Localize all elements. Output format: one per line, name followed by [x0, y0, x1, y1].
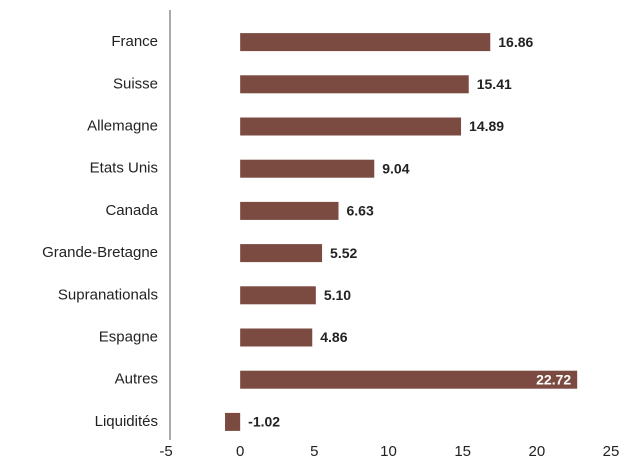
bar	[240, 117, 462, 136]
x-tick-label: 0	[236, 443, 244, 460]
y-tick-label: Etats Unis	[90, 160, 158, 177]
y-tick-label: Grande-Bretagne	[42, 244, 158, 261]
y-tick-label: Suisse	[113, 75, 158, 92]
bar	[240, 370, 578, 389]
y-tick-label: Allemagne	[87, 117, 158, 134]
x-tick-label: 25	[603, 443, 620, 460]
data-label: 14.89	[469, 118, 504, 134]
bar	[240, 75, 469, 94]
x-tick-label: 20	[528, 443, 545, 460]
x-tick-label: 15	[454, 443, 471, 460]
data-label: 4.86	[320, 329, 347, 345]
data-label: -1.02	[248, 414, 280, 430]
y-tick-label: France	[111, 33, 158, 50]
data-label: 22.72	[536, 371, 571, 387]
data-label: 16.86	[498, 34, 533, 50]
y-tick-label: Espagne	[99, 328, 158, 345]
bar	[240, 201, 339, 220]
y-tick-label: Autres	[115, 371, 158, 388]
bar	[240, 33, 491, 52]
bar	[225, 412, 241, 431]
data-label: 6.63	[347, 203, 374, 219]
y-tick-label: Liquidités	[95, 413, 158, 430]
data-label: 9.04	[382, 160, 409, 176]
x-tick-label: 5	[310, 443, 318, 460]
bar	[240, 328, 313, 347]
data-label: 15.41	[477, 76, 512, 92]
y-tick-label: Supranationals	[58, 286, 158, 303]
y-tick-label: Canada	[105, 202, 158, 219]
x-tick-label: -5	[159, 443, 172, 460]
data-label: 5.10	[324, 287, 351, 303]
bar	[240, 286, 316, 305]
x-tick-label: 10	[380, 443, 397, 460]
bar	[240, 159, 375, 178]
data-label: 5.52	[330, 245, 357, 261]
bar	[240, 244, 323, 263]
